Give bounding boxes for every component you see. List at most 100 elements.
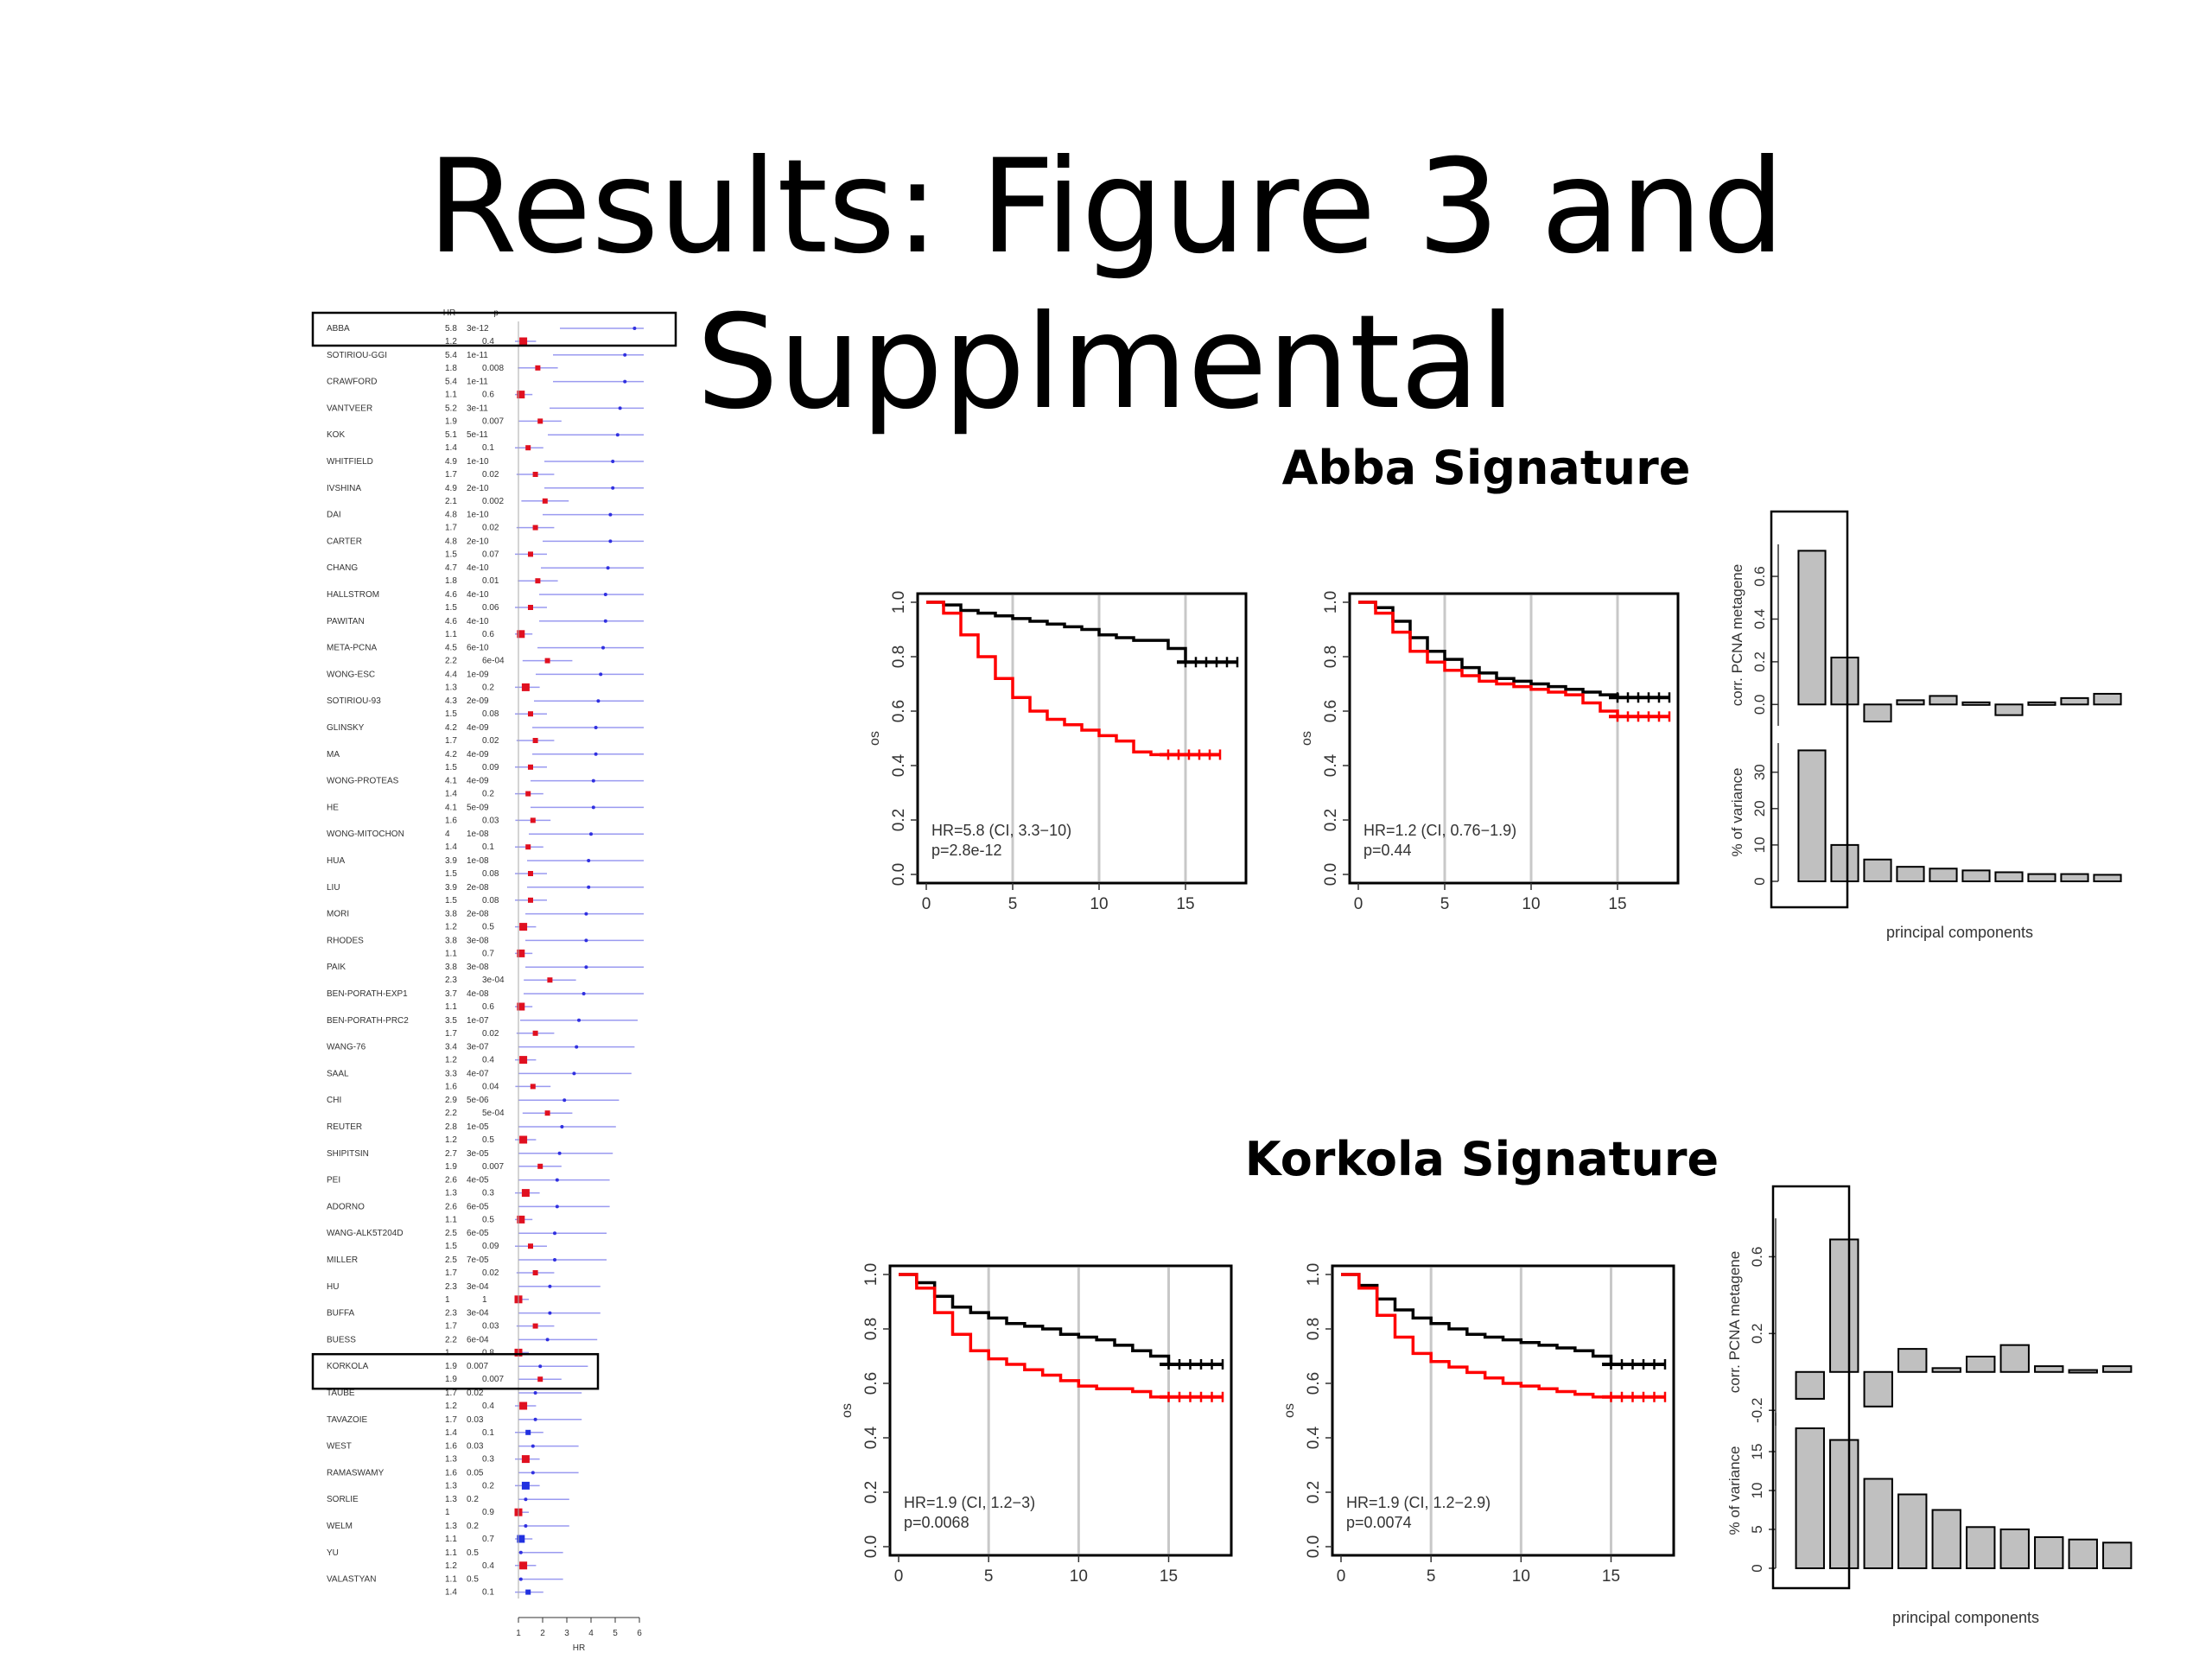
forest-square: [517, 1002, 525, 1011]
abba-corr-y-tick-label: 0.2: [1751, 652, 1768, 672]
forest-point: [632, 327, 637, 330]
forest-square: [525, 1589, 531, 1595]
forest-row-hr1: 4.2: [445, 723, 457, 733]
forest-row-hr2: 1.5: [445, 763, 457, 772]
abba-km2-y-tick-label: 0.8: [1322, 645, 1340, 668]
forest-row-p2: 0.3: [482, 1455, 494, 1465]
forest-square: [519, 337, 528, 346]
forest-row-p1: 3e-08: [467, 963, 489, 972]
forest-point: [548, 1284, 552, 1288]
forest-point: [623, 353, 627, 357]
forest-point: [572, 1071, 576, 1076]
forest-row-name: WONG-ESC: [327, 670, 375, 679]
korkola-km2-y-tick-label: 0.6: [1305, 1372, 1323, 1395]
forest-row-hr2: 1.1: [445, 1215, 457, 1224]
forest-row-name: ABBA: [327, 324, 350, 334]
forest-row-p1: 4e-09: [467, 777, 489, 786]
korkola-km1-x-tick-label: 10: [1070, 1567, 1088, 1586]
forest-row-name: WANG-76: [327, 1043, 366, 1052]
forest-row-name: YU: [327, 1548, 339, 1558]
korkola-km1-survival-curve: [899, 1273, 1223, 1366]
forest-row-p2: 0.007: [482, 416, 504, 426]
korkola-km2-survival-curve: [1341, 1273, 1665, 1366]
forest-row-hr2: 1.3: [445, 1189, 457, 1198]
forest-row-hr2: 1.1: [445, 1002, 457, 1012]
forest-row-hr2: 1.4: [445, 790, 457, 799]
forest-row-p1: 2e-09: [467, 696, 489, 706]
forest-row-p1: 0.007: [467, 1362, 488, 1371]
forest-row-name: WANG-ALK5T204D: [327, 1229, 404, 1238]
korkola-variance-bar: [1897, 1493, 1928, 1569]
forest-square: [532, 472, 538, 477]
forest-row-p2: 0.6: [482, 1002, 494, 1012]
korkola-km2-frame: [1331, 1264, 1675, 1557]
korkola-corr-bar: [1829, 1238, 1859, 1373]
forest-row-hr2: 1.4: [445, 443, 457, 453]
forest-row-p2: 0.5: [482, 923, 494, 932]
forest-row-name: CHANG: [327, 563, 358, 573]
forest-row-name: TAVAZOIE: [327, 1415, 368, 1425]
abba-km1-hr-annotation: HR=5.8 (CI, 3.3−10): [931, 822, 1071, 839]
forest-row-hr1: 1.1: [445, 1548, 457, 1558]
forest-row-p1: 7e-05: [467, 1255, 489, 1265]
forest-row-hr1: 2.6: [445, 1176, 457, 1185]
forest-row-name: META-PCNA: [327, 644, 377, 653]
forest-row-hr1: 1.3: [445, 1522, 457, 1531]
korkola-signature-title: Korkola Signature: [1244, 1132, 1719, 1186]
forest-row-name: CRAWFORD: [327, 378, 378, 387]
forest-x-tick-label: 5: [613, 1629, 618, 1638]
forest-point: [584, 912, 588, 916]
forest-square: [519, 1056, 528, 1065]
forest-row-name: WELM: [327, 1522, 353, 1531]
forest-point: [608, 512, 613, 517]
forest-row-p2: 6e-04: [482, 657, 505, 666]
abba-corr-y-axis-label: corr. PCNA metagene: [1729, 564, 1745, 706]
abba-corr-bar: [1896, 699, 1925, 706]
forest-row-name: PEI: [327, 1176, 340, 1185]
forest-square: [525, 844, 531, 850]
forest-row-p2: 0.3: [482, 1189, 494, 1198]
abba-corr-bar: [1961, 701, 1991, 706]
abba-corr-bar: [2093, 692, 2122, 706]
korkola-corr-bar: [1795, 1370, 1825, 1400]
forest-row-name: MA: [327, 750, 340, 760]
forest-point: [603, 593, 607, 596]
forest-x-tick-label: 3: [564, 1629, 569, 1638]
forest-square: [521, 1455, 530, 1464]
forest-row-name: LIU: [327, 883, 340, 893]
forest-row-hr1: 4.4: [445, 670, 457, 679]
korkola-km1-y-tick-label: 0.2: [862, 1481, 880, 1503]
forest-row-hr2: 1.5: [445, 603, 457, 613]
korkola-km2-y-tick-label: 0.0: [1305, 1535, 1323, 1558]
forest-row-hr2: 1.8: [445, 576, 457, 586]
abba-km2-frame: [1348, 592, 1680, 885]
forest-row-name: MILLER: [327, 1255, 358, 1265]
abba-km2-p-annotation: p=0.44: [1363, 842, 1412, 859]
abba-bar-x-axis-label: principal components: [1886, 924, 2033, 941]
forest-row-p1: 4e-10: [467, 590, 489, 600]
forest-row-hr2: 1.2: [445, 1561, 457, 1571]
forest-row-hr1: 4.8: [445, 511, 457, 520]
korkola-corr-y-tick-label: 0.2: [1749, 1324, 1765, 1344]
forest-row-name: RHODES: [327, 936, 364, 945]
forest-row-hr2: 2.2: [445, 657, 457, 666]
forest-point: [596, 699, 601, 703]
forest-point: [611, 486, 615, 490]
abba-km1-survival-curve: [926, 601, 1237, 664]
abba-km1-y-tick-label: 0.2: [890, 809, 908, 831]
forest-row-p1: 5e-06: [467, 1096, 489, 1105]
forest-row-hr1: 5.4: [445, 351, 457, 360]
forest-row-p1: 1e-11: [467, 378, 488, 387]
korkola-corr-y-tick-label: 0.6: [1749, 1247, 1765, 1268]
forest-square: [532, 738, 538, 743]
forest-row-name: SOTIRIOU-GGI: [327, 351, 387, 360]
forest-point: [560, 1125, 564, 1128]
korkola-variance-bar: [1966, 1526, 1996, 1570]
forest-row-p2: 0.03: [482, 1322, 499, 1332]
forest-row-name: KORKOLA: [327, 1362, 369, 1371]
forest-point: [548, 1311, 552, 1315]
forest-square: [528, 605, 533, 610]
forest-row-hr2: 1.9: [445, 416, 457, 426]
korkola-variance-bar: [2068, 1538, 2098, 1569]
forest-row-p1: 2e-08: [467, 883, 489, 893]
